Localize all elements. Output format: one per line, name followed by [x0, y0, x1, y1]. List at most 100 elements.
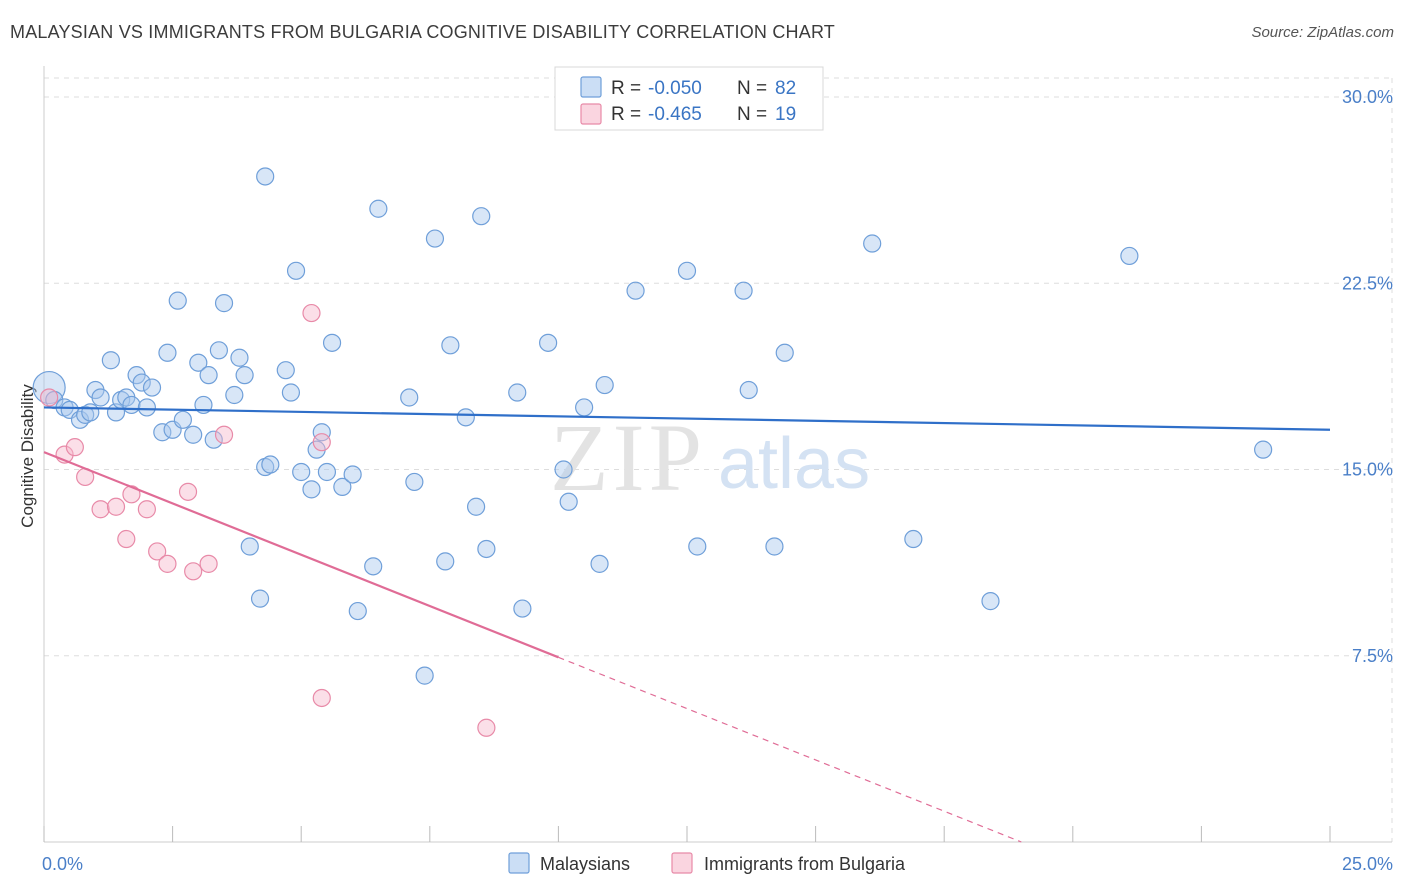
bulgaria-point-2 — [65, 438, 84, 457]
malaysians-point-50 — [364, 557, 383, 576]
malaysians-point-30 — [225, 385, 244, 405]
malaysians-point-47 — [333, 477, 352, 496]
malaysians-point-13 — [122, 395, 141, 415]
watermark-atlas: atlas — [718, 424, 870, 504]
malaysians-point-28 — [209, 341, 228, 360]
malaysians-point-60 — [472, 207, 491, 226]
bulgaria-point-17 — [312, 688, 331, 708]
malaysians-point-59 — [466, 497, 486, 516]
malaysians-point-44 — [312, 423, 331, 442]
malaysians-point-51 — [369, 199, 388, 218]
malaysians-point-56 — [436, 552, 455, 571]
malaysians-point-80 — [1120, 246, 1139, 266]
malaysians-point-8 — [91, 388, 110, 407]
malaysians-point-62 — [508, 383, 527, 402]
malaysians-point-40 — [286, 261, 306, 280]
bulgaria-point-4 — [91, 500, 110, 519]
malaysians-point-53 — [405, 472, 424, 492]
chart-title: MALAYSIAN VS IMMIGRANTS FROM BULGARIA CO… — [10, 22, 836, 42]
bottom-legend-label-bulgaria: Immigrants from Bulgaria — [704, 854, 906, 874]
watermark-zip: ZIP — [550, 404, 706, 511]
bulgaria-point-10 — [158, 554, 177, 573]
malaysians-point-65 — [554, 460, 573, 479]
trend-lines — [43, 406, 1331, 843]
bulgaria-point-8 — [137, 500, 156, 519]
y-axis-label: Cognitive Disability — [18, 384, 37, 528]
legend-swatch-pink — [580, 103, 602, 125]
malaysians-point-9 — [101, 351, 120, 370]
malaysians-point-71 — [677, 261, 697, 280]
malaysians-point-49 — [348, 601, 367, 621]
bulgaria-point-18 — [477, 718, 496, 737]
malaysians-point-73 — [734, 281, 753, 300]
malaysians-point-57 — [441, 336, 460, 355]
legend-n-label-1: N = — [737, 104, 767, 125]
malaysians-point-72 — [688, 537, 707, 556]
bulgaria-point-14 — [214, 425, 234, 444]
legend-r-value-0: -0.050 — [648, 78, 702, 99]
malaysians-point-54 — [415, 666, 434, 685]
malaysians-point-29 — [214, 294, 234, 313]
x-tick-label-0: 0.0% — [42, 854, 83, 874]
y-tick-label-3: 30.0% — [1342, 87, 1393, 107]
bulgaria-point-5 — [106, 497, 126, 516]
y-tick-label-1: 15.0% — [1342, 460, 1393, 480]
watermark: ZIP atlas — [550, 404, 870, 511]
malaysians-point-27 — [204, 430, 223, 449]
bulgaria-point-12 — [184, 562, 203, 581]
malaysians-point-64 — [539, 333, 558, 352]
bottom-legend-label-malaysians: Malaysians — [540, 854, 630, 874]
legend-r-label-1: R = — [611, 104, 641, 125]
malaysians-point-48 — [343, 465, 362, 484]
malaysians-point-19 — [158, 343, 177, 362]
malaysians-point-41 — [292, 462, 311, 482]
bulgaria-trend-line-dashed — [558, 656, 1022, 843]
correlation-legend: R = -0.050 N = 82 R = -0.465 N = 19 — [554, 66, 824, 131]
malaysians-point-6 — [81, 403, 100, 422]
malaysians-point-33 — [240, 537, 259, 556]
malaysians-point-22 — [173, 410, 192, 429]
legend-swatch-blue — [580, 76, 602, 98]
tick-labels: 7.5% 15.0% 22.5% 30.0% 0.0% 25.0% — [42, 87, 1393, 874]
malaysians-point-81 — [1254, 440, 1273, 459]
malaysians-point-69 — [595, 375, 614, 395]
malaysians-point-70 — [626, 281, 645, 300]
malaysians-point-78 — [904, 529, 923, 549]
malaysians-point-21 — [168, 291, 187, 310]
bulgaria-point-11 — [178, 482, 198, 501]
legend-n-label-0: N = — [737, 78, 767, 99]
malaysians-point-24 — [189, 353, 208, 372]
malaysians-point-55 — [425, 229, 445, 248]
malaysians-point-23 — [184, 425, 203, 444]
malaysians-point-35 — [256, 167, 275, 186]
bulgaria-point-16 — [312, 433, 331, 452]
malaysians-point-58 — [456, 408, 475, 427]
malaysians-point-63 — [513, 599, 532, 618]
malaysians-point-37 — [261, 455, 280, 474]
legend-r-value-1: -0.465 — [648, 104, 702, 125]
malaysians-point-77 — [863, 234, 882, 253]
bulgaria-points — [40, 303, 496, 737]
malaysians-point-42 — [302, 480, 321, 499]
malaysians-point-67 — [575, 398, 594, 417]
bulgaria-point-6 — [117, 529, 136, 549]
legend-n-value-1: 19 — [775, 104, 796, 125]
malaysians-point-68 — [590, 554, 609, 573]
malaysians-point-79 — [981, 592, 1000, 611]
malaysians-point-17 — [142, 378, 162, 397]
bulgaria-point-13 — [199, 554, 218, 573]
malaysians-point-39 — [281, 383, 301, 402]
malaysians-point-75 — [765, 537, 784, 556]
bulgaria-point-0 — [40, 388, 59, 407]
malaysians-point-61 — [477, 539, 496, 559]
malaysians-point-26 — [199, 366, 218, 385]
series-legend: Malaysians Immigrants from Bulgaria — [508, 852, 906, 874]
legend-r-label-0: R = — [611, 78, 641, 99]
bottom-legend-swatch-bulgaria — [671, 852, 693, 874]
y-tick-label-2: 22.5% — [1342, 273, 1393, 293]
malaysians-point-15 — [132, 373, 151, 392]
legend-n-value-0: 82 — [775, 78, 796, 99]
malaysians-point-4 — [70, 410, 90, 429]
malaysians-point-32 — [235, 366, 254, 385]
